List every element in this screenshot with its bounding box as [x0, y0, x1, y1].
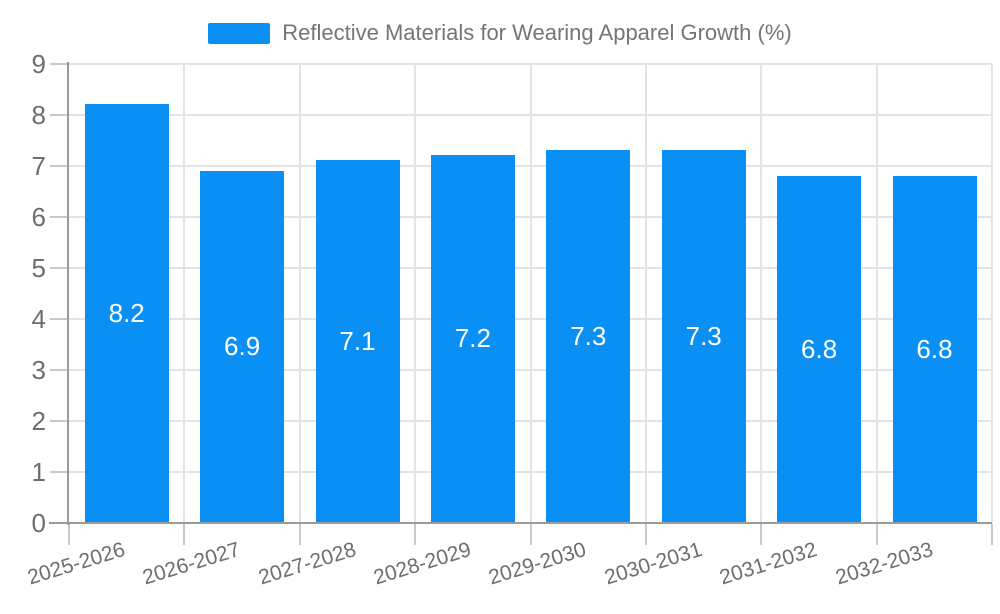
bar[interactable]: 6.9: [200, 170, 285, 523]
y-tick-label: 0: [31, 507, 46, 538]
y-axis-tick: [50, 62, 68, 65]
x-axis-tick: [183, 523, 186, 545]
x-axis-tick: [875, 523, 878, 545]
x-axis-tick: [298, 523, 301, 545]
legend-swatch-icon: [208, 22, 271, 44]
y-tick-label: 3: [31, 354, 46, 385]
x-axis-line: [49, 521, 992, 524]
bar[interactable]: 7.3: [661, 150, 746, 523]
x-axis-tick: [991, 523, 994, 545]
y-tick-label: 4: [31, 303, 46, 334]
gridline-vertical: [183, 63, 186, 523]
gridline-vertical: [991, 63, 994, 523]
y-axis-tick: [50, 266, 68, 269]
y-axis-tick: [50, 164, 68, 167]
bar[interactable]: 7.1: [315, 160, 400, 523]
y-tick-label: 7: [31, 150, 46, 181]
x-axis-tick: [68, 523, 70, 545]
bar[interactable]: 7.3: [546, 150, 631, 523]
bar-value-label: 7.3: [570, 320, 607, 351]
y-axis-line: [67, 61, 69, 525]
x-axis-tick: [760, 523, 763, 545]
y-axis-tick: [50, 113, 68, 116]
bar[interactable]: 8.2: [84, 104, 169, 523]
bar-value-label: 7.2: [454, 323, 491, 354]
gridline-vertical: [875, 63, 878, 523]
y-tick-label: 2: [31, 405, 46, 436]
bar-value-label: 8.2: [108, 297, 145, 328]
y-axis-tick: [50, 419, 68, 422]
chart-legend[interactable]: Reflective Materials for Wearing Apparel…: [0, 20, 1000, 46]
legend-label: Reflective Materials for Wearing Apparel…: [282, 20, 792, 45]
y-tick-label: 6: [31, 201, 46, 232]
bar[interactable]: 6.8: [892, 175, 977, 523]
bar-value-label: 6.8: [801, 333, 838, 364]
bar-value-label: 7.1: [339, 325, 376, 356]
y-tick-label: 5: [31, 252, 46, 283]
y-tick-label: 1: [31, 456, 46, 487]
gridline-vertical: [645, 63, 647, 523]
y-tick-label: 8: [31, 99, 46, 130]
gridline-vertical: [298, 63, 301, 523]
y-tick-label: 9: [31, 48, 46, 79]
x-axis-tick: [529, 523, 532, 545]
gridline-vertical: [529, 63, 532, 523]
bar[interactable]: 7.2: [430, 155, 515, 523]
x-axis-tick: [414, 523, 417, 545]
y-axis-tick: [50, 470, 68, 473]
bar-value-label: 7.3: [685, 320, 722, 351]
bar[interactable]: 6.8: [777, 175, 862, 523]
plot-area: 0 1 2 3 4 5 6 7 8 9 8.2 2025-2026 6.9 2026-2027 7.1 202…: [25, 48, 994, 589]
bar-value-label: 6.9: [224, 331, 261, 362]
bar-value-label: 6.8: [916, 333, 953, 364]
gridline-vertical: [414, 63, 417, 523]
y-axis-tick: [50, 368, 68, 371]
x-axis-tick: [645, 523, 647, 545]
y-axis-tick: [50, 215, 68, 218]
gridline-vertical: [760, 63, 763, 523]
y-axis-tick: [50, 317, 68, 320]
